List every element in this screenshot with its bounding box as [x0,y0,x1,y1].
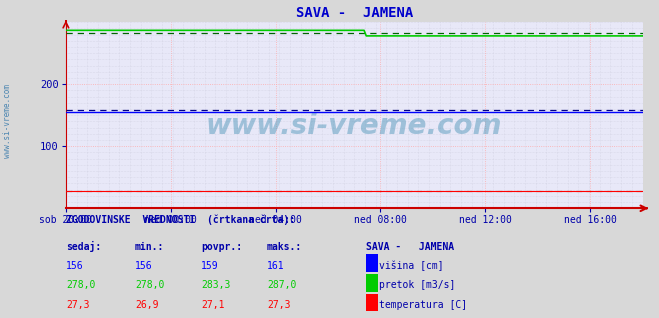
Text: maks.:: maks.: [267,242,302,252]
Title: SAVA -  JAMENA: SAVA - JAMENA [296,6,413,20]
Text: 156: 156 [135,261,153,271]
Text: 159: 159 [201,261,219,271]
Text: sedaj:: sedaj: [66,241,101,252]
Text: 27,3: 27,3 [66,300,90,310]
Text: SAVA -   JAMENA: SAVA - JAMENA [366,242,454,252]
Text: 278,0: 278,0 [135,280,165,290]
Text: pretok [m3/s]: pretok [m3/s] [379,280,455,290]
Text: www.si-vreme.com: www.si-vreme.com [206,113,502,141]
Text: temperatura [C]: temperatura [C] [379,300,467,310]
Text: ZGODOVINSKE  VREDNOSTI  (črtkana črta):: ZGODOVINSKE VREDNOSTI (črtkana črta): [66,214,295,225]
Text: min.:: min.: [135,242,165,252]
Text: 27,3: 27,3 [267,300,291,310]
Text: višina [cm]: višina [cm] [379,260,444,271]
Text: 27,1: 27,1 [201,300,225,310]
Text: www.si-vreme.com: www.si-vreme.com [3,84,13,158]
Text: 278,0: 278,0 [66,280,96,290]
Text: 283,3: 283,3 [201,280,231,290]
Text: 26,9: 26,9 [135,300,159,310]
Text: povpr.:: povpr.: [201,242,242,252]
Text: 161: 161 [267,261,285,271]
Text: 287,0: 287,0 [267,280,297,290]
Text: 156: 156 [66,261,84,271]
